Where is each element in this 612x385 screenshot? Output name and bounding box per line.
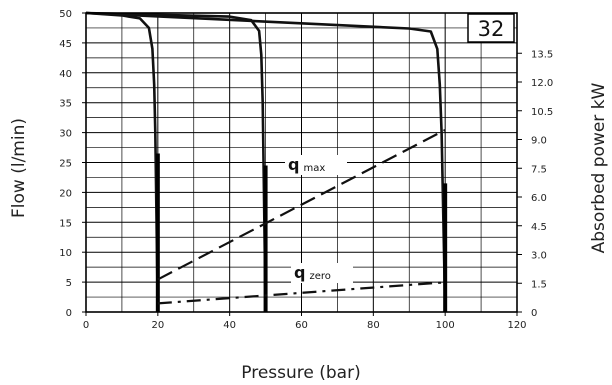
y-tick-label: 10	[59, 248, 72, 259]
flow-curve-3	[85, 11, 447, 313]
y-tick-label: 35	[59, 99, 72, 110]
series-label-bg	[291, 263, 353, 283]
y-tick-label: 45	[59, 39, 72, 50]
flow-curves	[85, 11, 447, 313]
series-label-bg	[285, 155, 347, 175]
x-tick-label: 100	[436, 320, 455, 331]
pressure-setting-lines	[155, 153, 448, 312]
x-axis-title: Pressure (bar)	[241, 363, 360, 383]
y2-tick-label: 3.0	[531, 251, 547, 262]
model-badge: 32	[467, 13, 515, 43]
y-tick-label: 25	[59, 159, 72, 170]
series-label-max: q max	[288, 155, 325, 174]
y-tick-label: 15	[59, 218, 72, 229]
x-tick-label: 40	[223, 320, 236, 331]
power-line-max	[157, 128, 446, 281]
y-tick-label: 50	[59, 9, 72, 20]
x-tick-label: 0	[83, 320, 89, 331]
y-tick-label: 40	[59, 69, 72, 80]
y2-tick-label: 9.0	[531, 136, 547, 147]
y2-tick-label: 1.5	[531, 279, 547, 290]
y2-tick-label: 13.5	[531, 49, 553, 60]
series-label-zero: q zero	[294, 263, 331, 282]
y2-axis-title: Absorbed power kW	[589, 82, 609, 253]
power-series	[157, 128, 446, 305]
x-tick-label: 20	[151, 320, 164, 331]
y2-tick-label: 10.5	[531, 107, 553, 118]
y2-tick-label: 0	[531, 308, 537, 319]
y2-tick-label: 7.5	[531, 164, 547, 175]
y2-tick-label: 12.0	[531, 78, 553, 89]
x-tick-label: 60	[295, 320, 308, 331]
y-tick-label: 20	[59, 188, 72, 199]
y2-tick-label: 6.0	[531, 193, 547, 204]
y-tick-label: 5	[66, 278, 72, 289]
x-tick-label: 120	[507, 320, 526, 331]
tick-labels: 0 20 40 60 80 100 120 0 5 10 15 20 25 30 35 40 45 50 0 1.5 3…	[59, 9, 553, 331]
axes	[82, 12, 522, 316]
y-axis-title: Flow (l/min)	[9, 118, 29, 218]
y2-tick-label: 4.5	[531, 222, 547, 233]
x-tick-label: 80	[367, 320, 380, 331]
series-labels: q max q zero	[285, 155, 353, 283]
flow-curve-2	[85, 11, 267, 313]
power-line-zero	[157, 281, 446, 305]
y-tick-label: 0	[66, 308, 72, 319]
model-badge-text: 32	[478, 17, 505, 41]
y-tick-label: 30	[59, 129, 72, 140]
